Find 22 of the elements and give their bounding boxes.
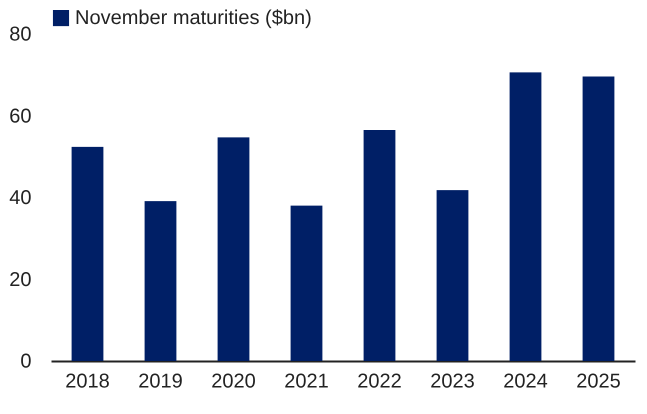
x-tick-label: 2023 — [430, 370, 475, 392]
bar — [510, 72, 542, 361]
x-tick-label: 2020 — [211, 370, 256, 392]
x-tick-label: 2019 — [138, 370, 183, 392]
y-tick-label: 80 — [9, 24, 32, 46]
bar — [218, 137, 250, 361]
bar — [582, 76, 614, 361]
bar — [144, 201, 176, 361]
x-tick-label: 2025 — [576, 370, 621, 392]
x-tick-label: 2022 — [357, 370, 402, 392]
x-tick-label: 2018 — [65, 370, 110, 392]
y-tick-label: 0 — [20, 350, 32, 372]
y-tick-label: 60 — [9, 105, 32, 128]
x-tick-label: 2024 — [503, 370, 548, 392]
x-tick-label: 2021 — [284, 370, 329, 392]
bar — [290, 206, 322, 361]
y-tick-label: 20 — [9, 268, 32, 291]
bar — [436, 190, 468, 361]
bar — [72, 146, 104, 361]
y-tick-label: 40 — [9, 187, 32, 209]
legend-label: November maturities ($bn) — [75, 7, 312, 29]
bar — [364, 130, 396, 361]
